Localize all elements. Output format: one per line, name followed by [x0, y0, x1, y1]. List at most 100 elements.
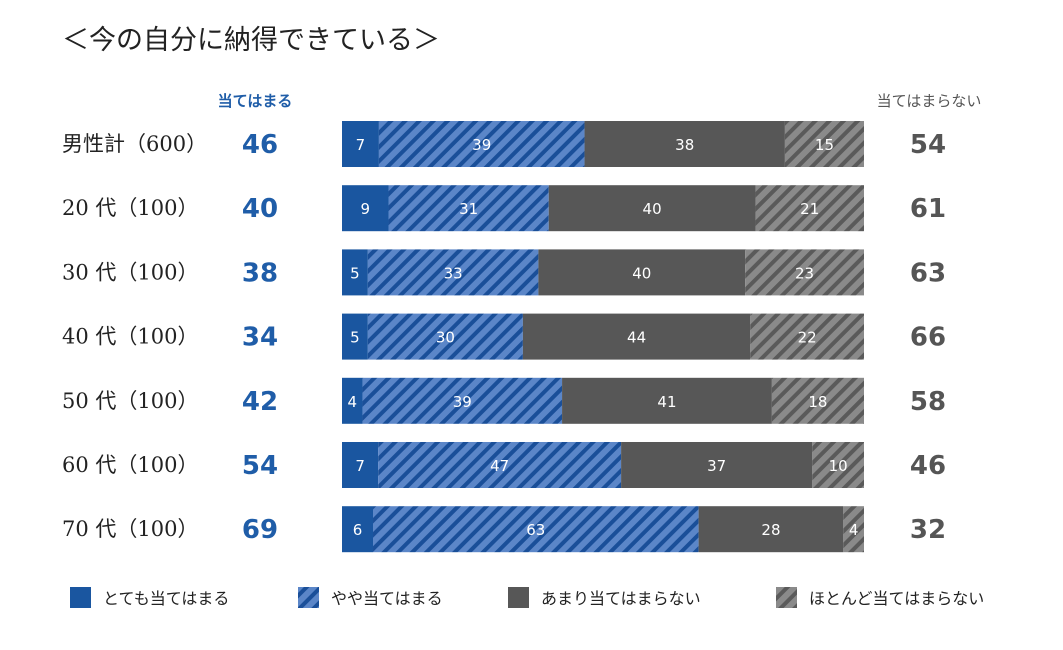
data-label: 31	[459, 200, 478, 218]
bar-segment-somewhat-disagree	[698, 506, 844, 553]
bar-row: 20 代（100） 40 61 9 31 40 21	[62, 185, 946, 232]
bar-segment-somewhat-disagree	[522, 313, 751, 360]
category-label: 30 代（100）	[62, 260, 198, 284]
bar-row: 男性計（600） 46 54 7 39 38 15	[62, 121, 946, 167]
data-label: 15	[815, 136, 834, 154]
bar-row: 30 代（100） 38 63 5 33 40 23	[62, 249, 946, 296]
data-label: 30	[436, 329, 455, 347]
data-label: 22	[798, 329, 817, 347]
data-label: 44	[627, 329, 646, 347]
bar-segment-disagree	[843, 506, 864, 553]
category-label: 70 代（100）	[62, 517, 198, 541]
bar-segment-somewhat-disagree	[548, 185, 756, 232]
category-label: 50 代（100）	[62, 389, 198, 413]
legend-swatch	[298, 587, 319, 608]
bar-segment-somewhat-disagree	[538, 249, 746, 296]
disagree-total: 63	[910, 258, 946, 288]
data-label: 39	[472, 136, 491, 154]
bar-segment-disagree	[750, 313, 864, 360]
bar-segment-very-agree	[342, 249, 368, 296]
agree-total: 38	[242, 258, 278, 288]
data-label: 4	[347, 393, 357, 411]
legend-label: やや当てはまる	[331, 589, 443, 608]
agree-total: 42	[242, 387, 278, 417]
bar-segment-somewhat-disagree	[562, 377, 772, 424]
agree-total: 46	[242, 130, 278, 160]
data-label: 63	[526, 521, 545, 539]
bar-segment-disagree	[812, 442, 864, 488]
bar-segment-somewhat-agree	[367, 313, 523, 360]
data-label: 5	[350, 329, 360, 347]
data-label: 38	[675, 136, 694, 154]
category-label: 男性計（600）	[62, 132, 207, 156]
bar-segment-very-agree	[342, 442, 379, 488]
data-label: 5	[350, 264, 360, 282]
legend-label: あまり当てはまらない	[541, 589, 701, 608]
agree-total: 69	[242, 515, 278, 545]
agree-total: 40	[242, 194, 278, 224]
data-label: 28	[761, 521, 780, 539]
agree-total: 34	[242, 323, 278, 353]
bar-segment-disagree	[755, 185, 864, 232]
data-label: 47	[490, 457, 509, 475]
data-label: 40	[643, 200, 662, 218]
bar-segment-somewhat-agree	[367, 249, 539, 296]
legend-swatch	[70, 587, 91, 608]
data-label: 39	[453, 393, 472, 411]
bar-segment-somewhat-agree	[362, 377, 563, 424]
bar-segment-very-agree	[342, 185, 389, 232]
category-label: 20 代（100）	[62, 196, 198, 220]
bar-segment-disagree	[745, 249, 864, 296]
data-label: 4	[849, 521, 859, 539]
legend-swatch	[776, 587, 797, 608]
disagree-total: 66	[910, 323, 946, 353]
bar-row: 40 代（100） 34 66 5 30 44 22	[62, 313, 946, 360]
legend-item-somewhat-disagree: あまり当てはまらない	[508, 587, 701, 608]
category-label: 40 代（100）	[62, 325, 198, 349]
bar-segment-very-agree	[342, 313, 368, 360]
chart-title: ＜今の自分に納得できている＞	[62, 25, 440, 56]
bar-segment-somewhat-agree	[378, 121, 585, 167]
bar-segment-somewhat-disagree	[584, 121, 785, 167]
bar-row: 70 代（100） 69 32 6 63 28 4	[62, 506, 946, 553]
data-label: 21	[800, 200, 819, 218]
bar-segment-very-agree	[342, 121, 379, 167]
disagree-total: 32	[910, 515, 946, 545]
legend-item-very-agree: とても当てはまる	[70, 587, 229, 608]
data-label: 40	[632, 264, 651, 282]
legend-item-somewhat-agree: やや当てはまる	[298, 587, 443, 608]
data-label: 9	[360, 200, 370, 218]
data-label: 10	[829, 457, 848, 475]
data-label: 33	[444, 264, 463, 282]
data-label: 18	[808, 393, 827, 411]
legend: とても当てはまる やや当てはまる あまり当てはまらない ほとんど当てはまらない	[70, 587, 984, 608]
bar-segment-disagree	[771, 377, 864, 424]
category-label: 60 代（100）	[62, 453, 198, 477]
bar-segment-somewhat-agree	[388, 185, 549, 232]
disagree-total: 58	[910, 387, 946, 417]
disagree-total: 46	[910, 451, 946, 481]
bar-segment-very-agree	[342, 377, 363, 424]
legend-label: とても当てはまる	[103, 589, 229, 608]
legend-label: ほとんど当てはまらない	[809, 589, 984, 608]
bar-segment-somewhat-disagree	[621, 442, 813, 488]
agree-header: 当てはまる	[218, 92, 293, 110]
disagree-total: 54	[910, 130, 946, 160]
legend-item-disagree: ほとんど当てはまらない	[776, 587, 984, 608]
data-label: 41	[657, 393, 676, 411]
data-label: 7	[355, 457, 365, 475]
disagree-total: 61	[910, 194, 946, 224]
bar-segment-somewhat-agree	[373, 506, 699, 553]
bar-row: 60 代（100） 54 46 7 47 37 10	[62, 442, 946, 488]
agree-total: 54	[242, 451, 278, 481]
bar-segment-somewhat-agree	[378, 442, 622, 488]
data-label: 7	[356, 136, 366, 154]
disagree-header: 当てはまらない	[877, 92, 982, 110]
data-label: 6	[353, 521, 363, 539]
legend-swatch	[508, 587, 529, 608]
data-label: 37	[707, 457, 726, 475]
bar-row: 50 代（100） 42 58 4 39 41 18	[62, 377, 946, 424]
bar-segment-disagree	[784, 121, 864, 167]
